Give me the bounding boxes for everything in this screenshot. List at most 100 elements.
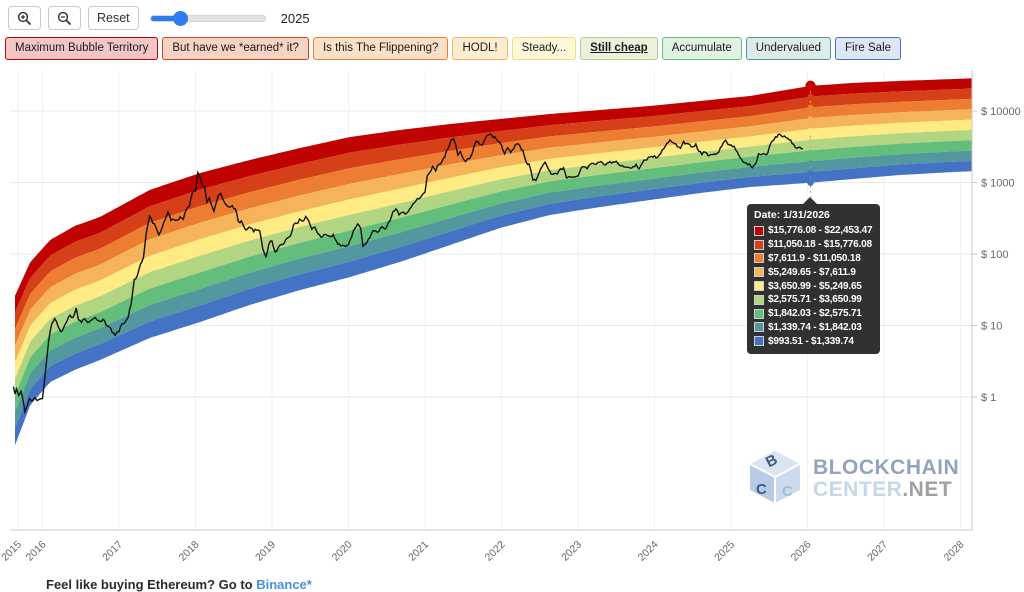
x-axis-label: 2017 [100, 539, 125, 564]
band-color-swatch [754, 225, 764, 236]
band-color-swatch [754, 281, 764, 292]
band-color-swatch [754, 308, 764, 319]
x-axis-label: 2022 [483, 539, 508, 564]
hover-dot-8 [807, 170, 814, 177]
watermark-line2-center: CENTER [813, 478, 903, 501]
band-color-swatch [754, 239, 764, 250]
magnifier-plus-icon [17, 11, 32, 26]
rainbow-band-3 [15, 109, 972, 363]
tooltip-row: $15,776.08 - $22,453.47 [754, 224, 873, 238]
slider-thumb[interactable] [172, 11, 188, 26]
band-color-swatch [754, 294, 764, 305]
legend-button-still-cheap[interactable]: Still cheap [580, 37, 658, 60]
tooltip-row: $5,249.65 - $7,611.9 [754, 265, 872, 279]
band-color-swatch [754, 253, 764, 264]
hover-dot-3 [807, 116, 814, 123]
blockchaincenter-cube-icon: B C C [746, 449, 804, 509]
x-axis-label: 2023 [559, 539, 584, 564]
slider-track[interactable] [149, 15, 266, 22]
legend-button-steady[interactable]: Steady... [511, 37, 577, 60]
legend-bar: Maximum Bubble Territory But have we *ear… [5, 37, 902, 60]
tooltip-row: $993.51 - $1,339.74 [754, 334, 872, 348]
x-axis-label: 2024 [636, 539, 661, 564]
reset-button[interactable]: Reset [88, 6, 139, 30]
rainbow-band-2 [15, 98, 972, 346]
slider-value-label: 2025 [280, 10, 310, 26]
x-axis-label: 2027 [865, 539, 890, 564]
tooltip-row: $11,050.18 - $15,776.08 [754, 238, 872, 252]
legend-button-fire-sale[interactable]: Fire Sale [835, 37, 902, 60]
band-price-range: $3,650.99 - $5,249.65 [768, 280, 862, 292]
hover-dot-9 [807, 179, 814, 186]
footer-cta: Feel like buying Ethereum? Go to Binance… [46, 577, 312, 592]
band-price-range: $11,050.18 - $15,776.08 [768, 239, 872, 251]
hover-dot-5 [807, 139, 814, 146]
x-axis-label: 2018 [177, 539, 202, 564]
legend-button-hodl[interactable]: HODL! [452, 37, 508, 60]
footer-text: Feel like buying Ethereum? Go to [46, 577, 257, 592]
x-axis-label: 2026 [789, 539, 814, 564]
x-axis-label: 2025 [712, 539, 737, 564]
y-axis-label: $ 1 [981, 392, 996, 404]
hover-dot-0 [805, 80, 816, 92]
hover-tooltip: Date: 1/31/2026 $15,776.08 - $22,453.47 $… [747, 197, 881, 355]
slider-fill [150, 16, 180, 21]
watermark-line1: BLOCKCHAIN [813, 456, 960, 479]
x-axis-label: 2020 [330, 539, 355, 564]
band-price-range: $5,249.65 - $7,611.9 [768, 266, 856, 278]
hover-dot-6 [807, 149, 814, 157]
band-price-range: $1,842.03 - $2,575.71 [768, 308, 862, 320]
rainbow-band-0 [15, 78, 972, 313]
tooltip-row: $1,339.74 - $1,842.03 [754, 321, 872, 335]
band-price-range: $7,611.9 - $11,050.18 [768, 252, 861, 264]
band-price-range: $15,776.08 - $22,453.47 [768, 225, 873, 237]
magnifier-minus-icon [57, 11, 72, 26]
y-axis-label: $ 100 [981, 249, 1009, 261]
watermark-line2-net: .NET [902, 478, 953, 501]
toolbar: Reset 2025 [8, 6, 310, 30]
tooltip-arrow [803, 197, 817, 204]
x-axis-label: 2015 [0, 539, 24, 564]
zoom-out-button[interactable] [48, 6, 81, 30]
zoom-in-button[interactable] [8, 6, 41, 30]
blockchaincenter-watermark: B C C BLOCKCHAIN CENTER.NET [746, 449, 959, 509]
year-slider[interactable] [149, 6, 266, 30]
hover-dot-1 [807, 93, 814, 101]
tooltip-date: Date: 1/31/2026 [754, 209, 830, 221]
rainbow-band-6 [15, 140, 972, 413]
tooltip-row: $3,650.99 - $5,249.65 [754, 279, 872, 293]
x-axis-label: 2016 [24, 539, 49, 564]
band-color-swatch [754, 336, 764, 347]
hover-dot-2 [807, 104, 814, 112]
y-axis-label: $ 1000 [981, 178, 1015, 190]
y-axis-label: $ 10000 [981, 106, 1021, 118]
band-color-swatch [754, 322, 764, 333]
band-color-swatch [754, 267, 764, 278]
band-price-range: $1,339.74 - $1,842.03 [768, 321, 862, 333]
band-price-range: $993.51 - $1,339.74 [768, 335, 854, 347]
legend-button-is-this-the-flippening[interactable]: Is this The Flippening? [312, 37, 449, 60]
rainbow-band-5 [15, 129, 972, 396]
svg-text:C: C [782, 483, 793, 500]
hover-dot-4 [807, 127, 814, 135]
x-axis-label: 2019 [253, 539, 278, 564]
svg-text:C: C [756, 481, 767, 498]
x-axis-label: 2028 [942, 539, 967, 564]
legend-button-but-have-we-earned-it[interactable]: But have we *earned* it? [162, 37, 309, 60]
x-axis-label: 2021 [406, 539, 431, 564]
tooltip-row: $2,575.71 - $3,650.99 [754, 293, 872, 307]
legend-button-maximum-bubble-territory[interactable]: Maximum Bubble Territory [5, 37, 159, 60]
tooltip-row: $1,842.03 - $2,575.71 [754, 307, 872, 321]
tooltip-row: $7,611.9 - $11,050.18 [754, 252, 872, 266]
rainbow-band-4 [15, 119, 972, 379]
legend-button-undervalued[interactable]: Undervalued [745, 37, 831, 60]
hover-dot-7 [807, 160, 814, 167]
binance-link[interactable]: Binance* [256, 577, 312, 592]
rainbow-band-7 [15, 150, 972, 429]
legend-button-accumulate[interactable]: Accumulate [661, 37, 742, 60]
eth-price-line [12, 133, 803, 415]
band-price-range: $2,575.71 - $3,650.99 [768, 294, 862, 306]
y-axis-label: $ 10 [981, 321, 1002, 333]
hover-marker [805, 80, 816, 197]
